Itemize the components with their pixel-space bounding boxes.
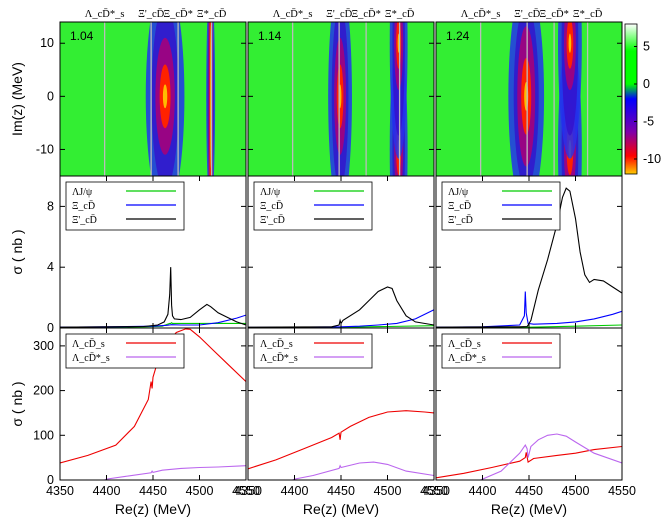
series-line: [60, 267, 246, 328]
panel-label: 1.24: [446, 29, 470, 43]
threshold-label: Ξ'_cD̄: [138, 8, 165, 20]
x-axis-label: Re(z) (MeV): [491, 501, 567, 517]
x-axis-label: Re(z) (MeV): [303, 501, 379, 517]
heatmap-yellow-core: [162, 84, 168, 109]
threshold-label: Ξ'_cD̄: [514, 8, 541, 20]
series-line: [436, 445, 622, 479]
legend-box: [441, 181, 561, 231]
legend-box: [65, 181, 185, 231]
legend-label: ΛJ/ψ: [260, 187, 281, 198]
colorbar-tick-label: 0: [643, 77, 650, 91]
legend-label: ΛJ/ψ: [448, 187, 469, 198]
legend-label: ΛJ/ψ: [72, 187, 93, 198]
heatmap-yellow-core: [210, 24, 212, 169]
panel-label: 1.14: [258, 29, 282, 43]
series-line: [436, 187, 622, 328]
legend-label: Ξ_cD̄: [260, 200, 283, 212]
x-tick-label: 4400: [469, 484, 497, 498]
legend-label: Ξ'_cD̄: [448, 214, 473, 226]
series-line: [248, 410, 434, 470]
threshold-label: Ξ_cD̄*: [351, 8, 381, 20]
x-tick-label: 4350: [234, 484, 262, 498]
y-tick-label: -10: [36, 142, 54, 156]
heatmap-panel-2: [248, 22, 434, 176]
y-tick-label: 0: [47, 473, 54, 487]
y-tick-label: 300: [33, 339, 54, 353]
legend-label: Ξ'_cD̄: [72, 214, 97, 226]
y-tick-label: 10: [40, 36, 54, 50]
threshold-label: Ξ_cD̄*: [163, 8, 193, 20]
threshold-label: Ξ*_cD̄: [573, 8, 603, 20]
legend-label: Ξ_cD̄: [72, 200, 95, 212]
x-tick-label: 4350: [46, 484, 74, 498]
threshold-label: Λ_cD̄*_s: [273, 8, 313, 20]
x-tick-label: 4450: [139, 484, 167, 498]
y-axis-label: σ ( nb ): [9, 381, 25, 426]
threshold-label: Ξ*_cD̄: [197, 8, 227, 20]
legend-label: Λ_cD̄*_s: [260, 352, 298, 364]
y-axis-label: Im(z) (MeV): [9, 62, 25, 136]
series-line: [248, 286, 434, 328]
legend-box: [253, 333, 373, 369]
threshold-label: Ξ'_cD̄: [326, 8, 353, 20]
x-tick-label: 4500: [374, 484, 402, 498]
series-line: [436, 291, 622, 328]
colorbar: [624, 23, 638, 175]
legend-label: Λ_cD̄*_s: [448, 352, 486, 364]
y-tick-label: 4: [47, 260, 54, 274]
series-line: [436, 433, 622, 480]
x-tick-label: 4550: [420, 484, 448, 498]
panel-label: 1.04: [70, 29, 94, 43]
legend-box: [65, 333, 185, 369]
x-tick-label: 4550: [608, 484, 636, 498]
threshold-label: Ξ*_cD̄: [385, 8, 415, 20]
y-tick-label: 8: [47, 199, 54, 213]
legend-label: Ξ_cD̄: [448, 200, 471, 212]
legend-label: Λ_cD̄_s: [260, 338, 293, 350]
y-tick-label: 0: [47, 89, 54, 103]
colorbar-tick-label: -10: [643, 152, 661, 166]
colorbar-tick-label: -5: [643, 115, 654, 129]
y-tick-label: 0: [47, 321, 54, 335]
x-tick-label: 4550: [232, 484, 260, 498]
heatmap-yellow-core: [568, 33, 572, 53]
heatmap-panel-3: [436, 22, 622, 176]
y-tick-label: 100: [33, 428, 54, 442]
legend-box: [441, 333, 561, 369]
legend-label: Λ_cD̄*_s: [72, 352, 110, 364]
threshold-label: Λ_cD̄*_s: [461, 8, 501, 20]
legend-label: Ξ'_cD̄: [260, 214, 285, 226]
x-tick-label: 4400: [93, 484, 121, 498]
legend-label: Λ_cD̄_s: [448, 338, 481, 350]
legend-box: [253, 181, 373, 231]
x-tick-label: 4350: [422, 484, 450, 498]
x-axis-label: Re(z) (MeV): [115, 501, 191, 517]
y-tick-label: 200: [33, 384, 54, 398]
threshold-label: Λ_cD̄*_s: [85, 8, 125, 20]
colorbar-tick-label: 5: [643, 40, 650, 54]
x-tick-label: 4450: [327, 484, 355, 498]
x-tick-label: 4450: [515, 484, 543, 498]
x-tick-label: 4500: [562, 484, 590, 498]
x-tick-label: 4500: [186, 484, 214, 498]
legend-label: Λ_cD̄_s: [72, 338, 105, 350]
y-axis-label: σ ( nb ): [9, 229, 25, 274]
threshold-label: Ξ_cD̄*: [539, 8, 569, 20]
x-tick-label: 4400: [281, 484, 309, 498]
